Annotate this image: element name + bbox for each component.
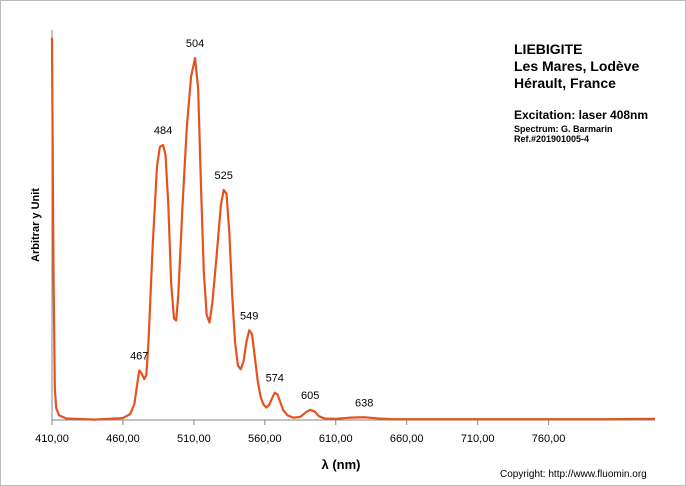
x-tick-label: 710,00 — [461, 433, 495, 445]
peak-label: 484 — [154, 125, 172, 137]
peak-label: 605 — [301, 390, 319, 402]
peak-label: 549 — [240, 310, 258, 322]
note: Spectrum: G. Barmarin — [514, 124, 613, 134]
peak-label: 504 — [186, 38, 204, 50]
copyright: Copyright: http://www.fluomin.org — [500, 469, 647, 480]
x-tick-label: 410,00 — [35, 433, 69, 445]
x-tick-label: 510,00 — [177, 433, 211, 445]
x-tick-label: 560,00 — [248, 433, 282, 445]
spectrum-line — [50, 37, 656, 421]
chart-title: LIEBIGITE — [514, 41, 582, 57]
x-axis-label: λ (nm) — [322, 457, 361, 472]
peak-label: 467 — [130, 350, 148, 362]
subtitle: Les Mares, Lodève — [514, 58, 639, 74]
x-tick-label: 460,00 — [106, 433, 140, 445]
peak-label: 638 — [355, 397, 373, 409]
peak-label: 525 — [214, 170, 232, 182]
peak-label: 574 — [266, 373, 284, 385]
x-tick-label: 660,00 — [390, 433, 424, 445]
excitation: Excitation: laser 408nm — [514, 108, 648, 122]
note: Ref.#201901005-4 — [514, 134, 589, 144]
x-tick-label: 760,00 — [532, 433, 566, 445]
y-axis-label: Arbitrar y Unit — [30, 188, 42, 262]
x-tick-label: 610,00 — [319, 433, 353, 445]
subtitle: Hérault, France — [514, 75, 616, 91]
